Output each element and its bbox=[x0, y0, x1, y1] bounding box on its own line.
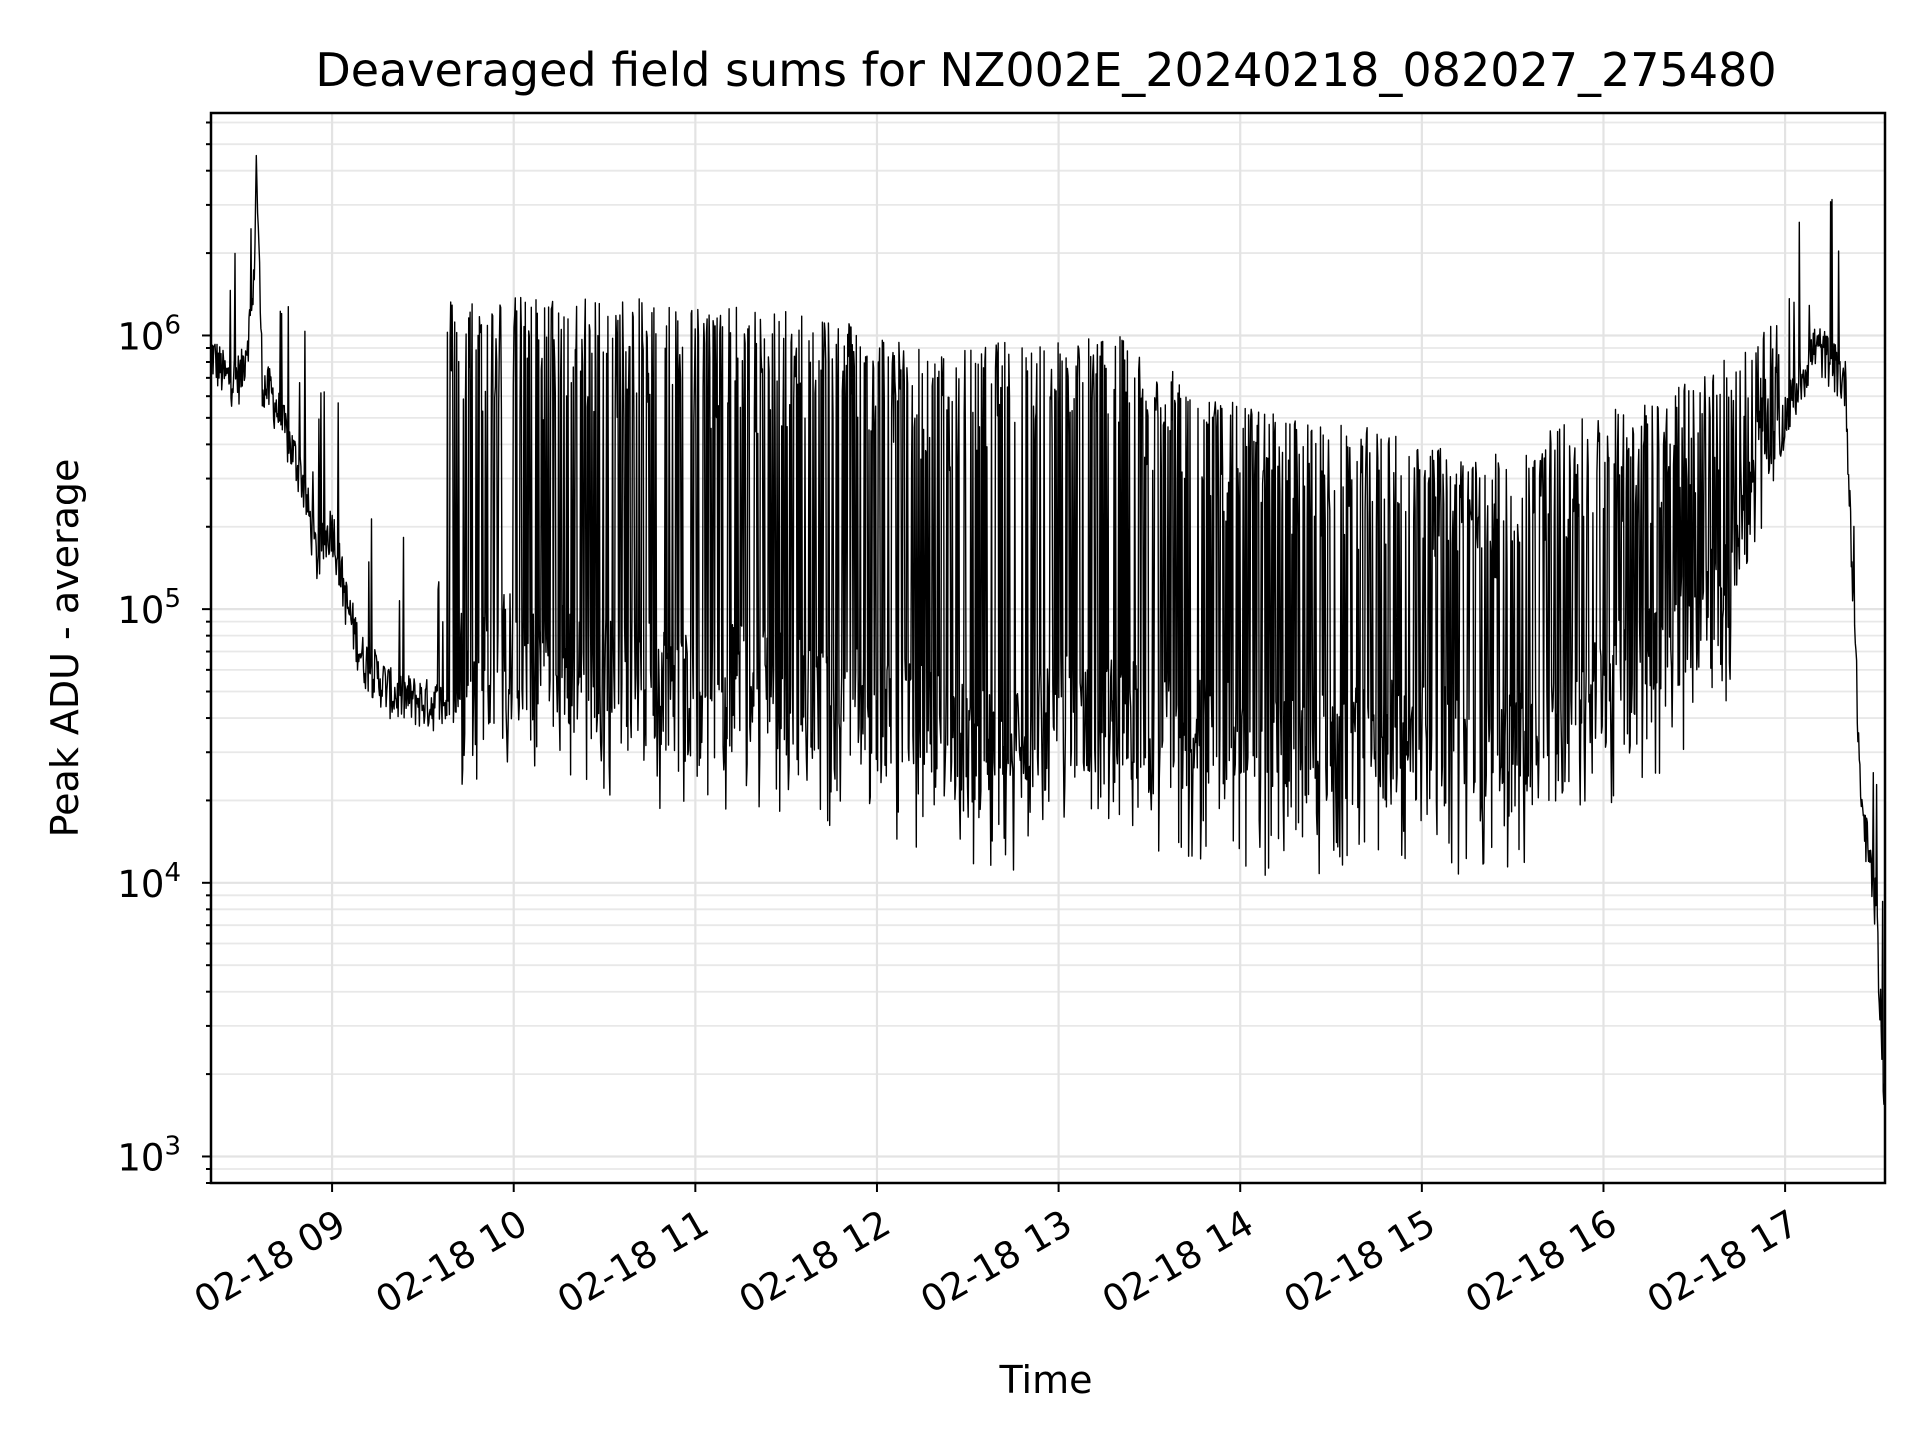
x-axis-label: Time bbox=[999, 1358, 1093, 1402]
y-tick-label: 103 bbox=[117, 1131, 181, 1179]
y-tick-label-exponent: 6 bbox=[164, 310, 181, 340]
y-axis-label: Peak ADU - average bbox=[43, 459, 87, 838]
plot-area bbox=[211, 154, 1885, 1105]
y-tick-label: 104 bbox=[117, 858, 181, 906]
y-tick-label-base: 10 bbox=[117, 589, 164, 632]
grid bbox=[211, 113, 1885, 1184]
y-tick-label-base: 10 bbox=[117, 863, 164, 906]
y-tick-label-base: 10 bbox=[117, 1136, 164, 1179]
y-tick-label: 106 bbox=[117, 310, 181, 358]
chart-title: Deaveraged field sums for NZ002E_2024021… bbox=[315, 43, 1776, 97]
y-tick-label-exponent: 3 bbox=[164, 1131, 181, 1161]
y-tick-label-exponent: 5 bbox=[164, 584, 181, 614]
y-tick-label-base: 10 bbox=[117, 315, 164, 358]
series-line bbox=[211, 154, 1885, 1105]
plot-frame bbox=[209, 111, 1887, 1185]
y-tick-label-exponent: 4 bbox=[164, 858, 181, 888]
y-tick-label: 105 bbox=[117, 584, 181, 632]
